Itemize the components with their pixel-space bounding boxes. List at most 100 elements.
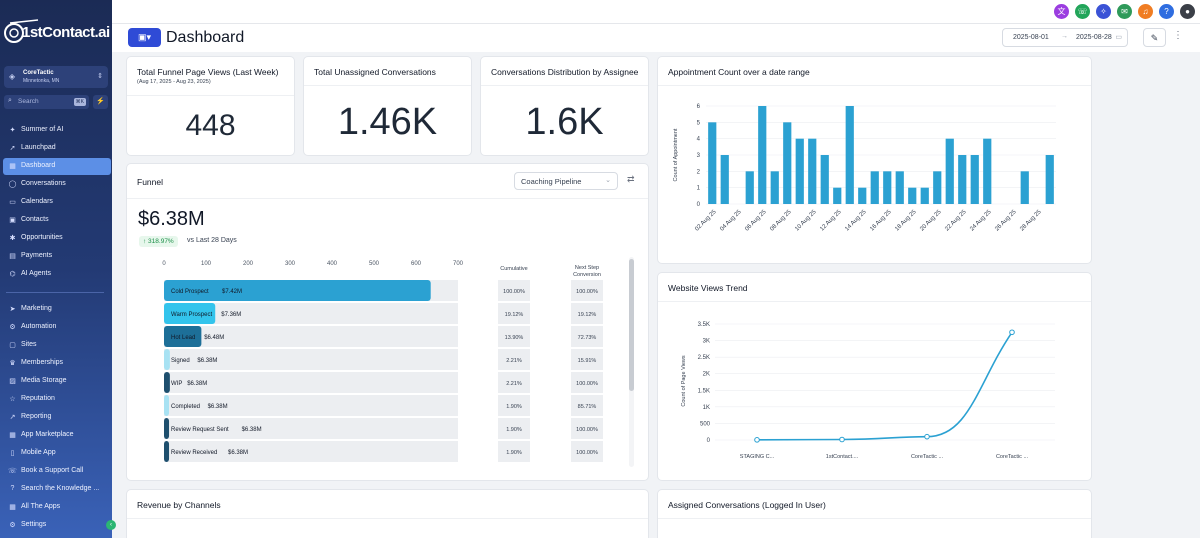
apps-icon: ▦ bbox=[9, 504, 16, 511]
sidebar-item-ai-agents[interactable]: ⌬ AI Agents bbox=[3, 266, 111, 283]
sidebar-item-contacts[interactable]: ▣ Contacts bbox=[3, 212, 111, 229]
x-tick-label: 08 Aug 25 bbox=[769, 209, 793, 233]
sidebar-item-memberships[interactable]: ♛ Memberships bbox=[3, 355, 111, 372]
website-views-line-chart: 0 500 1K 1.5K 2K 2.5K 3K 3.5K Count of Page View… bbox=[681, 322, 1055, 460]
marketplace-icon: ▦ bbox=[9, 432, 16, 439]
funnel-stage-bar bbox=[164, 418, 170, 439]
brand-logo[interactable]: 1stContact.ai bbox=[4, 18, 110, 48]
sidebar-item-marketing[interactable]: ➤ Marketing bbox=[3, 301, 111, 318]
magic-icon[interactable]: ✧ bbox=[1096, 4, 1111, 19]
layout-menu-button[interactable]: ▣▾ bbox=[128, 28, 161, 47]
logo-text: 1stContact.ai bbox=[22, 24, 110, 41]
cumulative-cell bbox=[498, 372, 530, 393]
card-divider bbox=[658, 85, 1091, 86]
sidebar-item-label: Payments bbox=[21, 252, 53, 259]
funnel-axis-tick: 400 bbox=[327, 261, 338, 267]
pipeline-select[interactable]: Coaching Pipeline ⌄ bbox=[514, 172, 618, 190]
sidebar-item-all-the-apps[interactable]: ▦ All The Apps bbox=[3, 499, 111, 516]
location-switcher[interactable]: ◈ CoreTactic Minnetonka, MN ⇕ bbox=[4, 66, 108, 88]
date-start: 2025-08-01 bbox=[1013, 34, 1049, 41]
bar bbox=[883, 171, 892, 204]
chevron-down-icon: ⌄ bbox=[605, 177, 611, 184]
sidebar-item-label: Memberships bbox=[21, 359, 64, 366]
phone-icon: ☏ bbox=[8, 468, 17, 475]
search-icon: ⌕ bbox=[8, 97, 12, 104]
funnel-stage-name: Review Request Sent bbox=[171, 427, 229, 433]
bar bbox=[945, 138, 954, 204]
next-step-value: 72.73% bbox=[578, 335, 597, 341]
y-tick-label: 0 bbox=[697, 202, 701, 208]
sidebar-item-reporting[interactable]: ↗ Reporting bbox=[3, 409, 111, 426]
y-axis-label: Count of Appointment bbox=[673, 128, 679, 181]
calendar-icon: ▭ bbox=[1115, 34, 1122, 41]
cumulative-cell bbox=[498, 303, 530, 324]
sidebar-search[interactable]: ⌕ Search ⌘K bbox=[4, 95, 89, 109]
data-point bbox=[839, 436, 845, 443]
sidebar-item-media-storage[interactable]: ▨ Media Storage bbox=[3, 373, 111, 390]
sidebar-item-sites[interactable]: ▢ Sites bbox=[3, 337, 111, 354]
date-range-picker[interactable]: 2025-08-01 → 2025-08-28 ▭ bbox=[1002, 28, 1128, 47]
collapse-sidebar-icon[interactable]: ‹ bbox=[106, 520, 116, 530]
sidebar-item-label: Mobile App bbox=[21, 449, 56, 456]
card-divider bbox=[127, 95, 294, 96]
funnel-axis-tick: 0 bbox=[162, 261, 166, 267]
trend-label: vs Last 28 Days bbox=[187, 237, 237, 244]
x-tick-label: 04 Aug 25 bbox=[719, 209, 743, 233]
card-title: Total Unassigned Conversations bbox=[314, 67, 436, 77]
memberships-icon: ♛ bbox=[9, 360, 16, 367]
sidebar-item-payments[interactable]: ▤ Payments bbox=[3, 248, 111, 265]
sidebar-item-launchpad[interactable]: ➚ Launchpad bbox=[3, 140, 111, 157]
sidebar-item-label: Marketing bbox=[21, 305, 52, 312]
sidebar-item-opportunities[interactable]: ✱ Opportunities bbox=[3, 230, 111, 247]
sidebar-item-summer-of-ai[interactable]: ✦ Summer of AI bbox=[3, 122, 111, 139]
y-axis-label: Count of Page Views bbox=[681, 355, 687, 407]
avatar[interactable]: ● bbox=[1180, 4, 1195, 19]
scrollbar-thumb[interactable] bbox=[629, 259, 634, 391]
x-tick-label: 10 Aug 25 bbox=[794, 209, 818, 233]
y-tick-label: 2.5K bbox=[698, 355, 710, 361]
card-divider bbox=[127, 198, 648, 199]
logo-swoosh-icon bbox=[4, 19, 39, 43]
data-point bbox=[1009, 329, 1015, 336]
funnel-stage-bar bbox=[164, 395, 170, 416]
sidebar-item-automation[interactable]: ⚙ Automation bbox=[3, 319, 111, 336]
x-tick-label: 06 Aug 25 bbox=[744, 209, 768, 233]
card-title: Total Funnel Page Views (Last Week) bbox=[137, 67, 279, 77]
sidebar-item-app-marketplace[interactable]: ▦ App Marketplace bbox=[3, 427, 111, 444]
sidebar-item-dashboard[interactable]: ▦ Dashboard bbox=[3, 158, 111, 175]
sidebar-item-mobile-app[interactable]: ▯ Mobile App bbox=[3, 445, 111, 462]
phone-icon[interactable]: ☏ bbox=[1075, 4, 1090, 19]
quick-action-bolt-icon[interactable]: ⚡ bbox=[93, 95, 108, 109]
sidebar: 1stContact.ai ◈ CoreTactic Minnetonka, M… bbox=[0, 0, 112, 538]
pencil-icon: ✎ bbox=[1150, 33, 1159, 43]
notification-icon[interactable]: ♫ bbox=[1138, 4, 1153, 19]
metric-value: 1.46K bbox=[337, 101, 438, 143]
funnel-stage-amount: $7.42M bbox=[222, 289, 242, 295]
bar bbox=[720, 155, 729, 204]
sidebar-item-settings[interactable]: ⚙ Settings bbox=[3, 517, 111, 534]
sidebar-item-label: Sites bbox=[21, 341, 37, 348]
search-shortcut: ⌘K bbox=[73, 98, 86, 106]
megaphone-icon[interactable]: ✉ bbox=[1117, 4, 1132, 19]
next-step-cell bbox=[571, 349, 603, 370]
sidebar-item-reputation[interactable]: ☆ Reputation bbox=[3, 391, 111, 408]
swap-view-icon[interactable]: ⇄ bbox=[627, 174, 635, 184]
help-icon[interactable]: ? bbox=[1159, 4, 1174, 19]
cumulative-value: 1.90% bbox=[506, 450, 522, 456]
mobile-icon: ▯ bbox=[10, 450, 15, 457]
bar bbox=[920, 187, 929, 204]
knowledge-icon: ? bbox=[10, 485, 15, 492]
sidebar-item-search-the-knowledge[interactable]: ? Search the Knowledge ... bbox=[3, 481, 111, 498]
next-step-value: 100.00% bbox=[576, 289, 598, 295]
sidebar-item-label: App Marketplace bbox=[21, 431, 74, 438]
sidebar-item-conversations[interactable]: ◯ Conversations bbox=[3, 176, 111, 193]
settings-icon: ⚙ bbox=[9, 522, 16, 529]
bar bbox=[908, 187, 917, 204]
translate-icon[interactable]: 文 bbox=[1054, 4, 1069, 19]
next-step-value: 100.00% bbox=[576, 450, 598, 456]
more-options-icon[interactable]: ⋮ bbox=[1173, 30, 1183, 41]
sidebar-item-book-a-support-call[interactable]: ☏ Book a Support Call bbox=[3, 463, 111, 480]
cumulative-value: 2.21% bbox=[506, 358, 522, 364]
edit-dashboard-button[interactable]: ✎ bbox=[1143, 28, 1166, 47]
sidebar-item-calendars[interactable]: ▭ Calendars bbox=[3, 194, 111, 211]
